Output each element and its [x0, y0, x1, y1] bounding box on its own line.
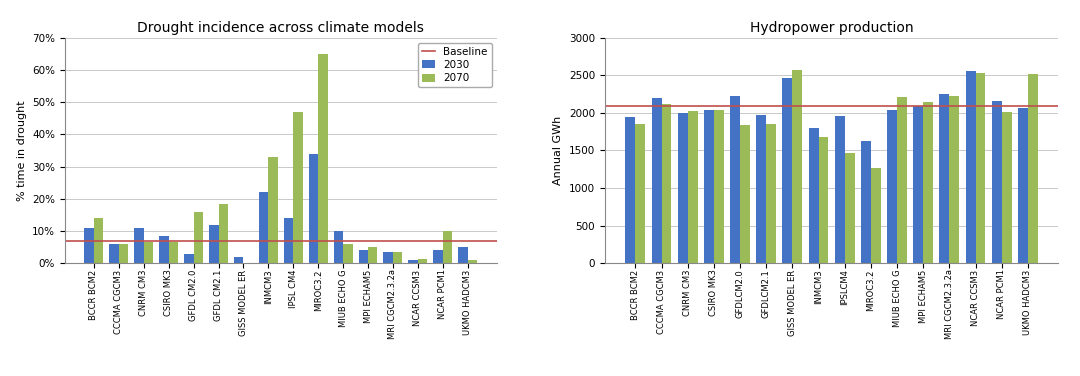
Bar: [184, 253, 193, 263]
Bar: [1001, 112, 1012, 263]
Bar: [294, 112, 302, 263]
Legend: Baseline, 2030, 2070: Baseline, 2030, 2070: [418, 43, 491, 87]
Bar: [756, 115, 766, 263]
Bar: [714, 110, 724, 263]
Bar: [319, 54, 327, 263]
Bar: [418, 259, 428, 263]
Bar: [975, 73, 985, 263]
Bar: [845, 153, 854, 263]
Bar: [84, 228, 94, 263]
Bar: [914, 106, 923, 263]
Bar: [343, 244, 352, 263]
Bar: [809, 128, 819, 263]
Baseline: [112, 238, 125, 243]
Bar: [408, 260, 418, 263]
Bar: [897, 97, 907, 263]
Bar: [819, 137, 828, 263]
Bar: [704, 110, 714, 263]
Y-axis label: % time in drought: % time in drought: [16, 100, 27, 201]
Y-axis label: Annual GWh: Annual GWh: [553, 116, 564, 185]
Bar: [861, 141, 870, 263]
Bar: [793, 70, 802, 263]
Bar: [625, 117, 635, 263]
Bar: [383, 252, 393, 263]
Bar: [887, 110, 897, 263]
Bar: [940, 94, 949, 263]
Bar: [458, 247, 468, 263]
Bar: [949, 96, 959, 263]
Bar: [368, 247, 378, 263]
Bar: [159, 236, 168, 263]
Bar: [210, 224, 218, 263]
Bar: [468, 260, 477, 263]
Baseline: [87, 238, 100, 243]
Bar: [662, 104, 672, 263]
Bar: [268, 157, 278, 263]
Bar: [740, 125, 750, 263]
Bar: [678, 113, 688, 263]
Bar: [782, 78, 793, 263]
Bar: [334, 231, 343, 263]
Bar: [134, 228, 144, 263]
Bar: [433, 250, 443, 263]
Bar: [259, 192, 268, 263]
Bar: [218, 203, 228, 263]
Bar: [393, 252, 403, 263]
Bar: [991, 101, 1001, 263]
Bar: [309, 154, 319, 263]
Bar: [119, 244, 129, 263]
Bar: [359, 250, 368, 263]
Bar: [870, 168, 881, 263]
Bar: [635, 124, 646, 263]
Bar: [766, 124, 777, 263]
Bar: [443, 231, 453, 263]
Bar: [1028, 74, 1038, 263]
Bar: [688, 111, 698, 263]
Bar: [193, 212, 203, 263]
Title: Hydropower production: Hydropower production: [750, 21, 914, 35]
Bar: [730, 96, 740, 263]
Bar: [966, 71, 975, 263]
Bar: [284, 218, 294, 263]
Bar: [234, 257, 243, 263]
Bar: [1017, 108, 1028, 263]
Bar: [144, 242, 153, 263]
Bar: [109, 244, 119, 263]
Bar: [168, 242, 178, 263]
Bar: [835, 116, 845, 263]
Bar: [651, 98, 662, 263]
Bar: [94, 218, 104, 263]
Bar: [923, 102, 933, 263]
Title: Drought incidence across climate models: Drought incidence across climate models: [137, 21, 424, 35]
